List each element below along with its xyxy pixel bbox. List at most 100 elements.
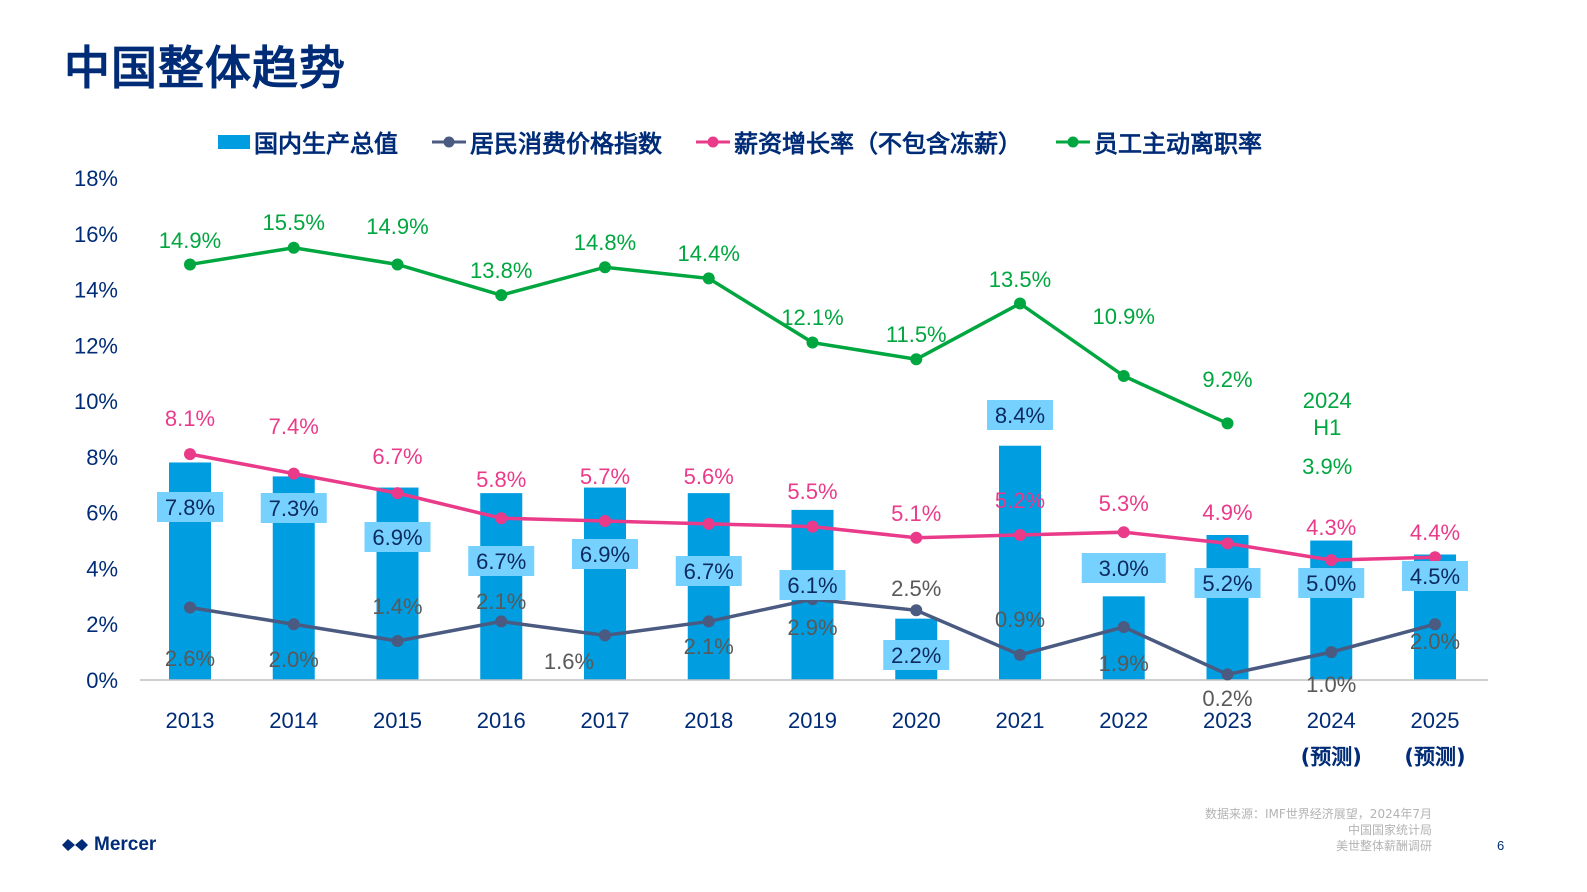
x-tick-label: 2020 xyxy=(892,708,941,733)
turnover-point xyxy=(910,353,923,366)
cpi-point xyxy=(391,634,404,647)
x-tick-label: 2019 xyxy=(788,708,837,733)
turnover-data-label: 14.4% xyxy=(678,241,740,266)
gdp-data-label: 6.7% xyxy=(684,559,734,584)
cpi-point xyxy=(287,618,300,631)
gdp-data-label: 3.0% xyxy=(1099,556,1149,581)
gdp-bar xyxy=(1102,596,1145,680)
wage-data-label: 5.5% xyxy=(787,479,837,504)
cpi-data-label: 2.5% xyxy=(891,576,941,601)
wage-data-label: 5.1% xyxy=(891,501,941,526)
x-tick-sublabel: (预测) xyxy=(1404,745,1465,769)
turnover-data-label: 14.9% xyxy=(159,228,221,253)
cpi-point xyxy=(599,629,611,642)
wage-data-label: 6.7% xyxy=(372,444,422,469)
y-tick-label: 12% xyxy=(74,333,118,358)
wage-data-label: 4.4% xyxy=(1410,520,1460,545)
x-tick-label: 2023 xyxy=(1203,708,1252,733)
turnover-point xyxy=(1117,370,1130,383)
wage-point xyxy=(1221,537,1234,550)
turnover-data-label: 9.2% xyxy=(1202,367,1252,392)
y-tick-label: 8% xyxy=(86,445,118,470)
wage-data-label: 5.8% xyxy=(476,467,526,492)
x-tick-label: 2015 xyxy=(373,708,422,733)
turnover-point xyxy=(287,241,300,254)
x-tick-label: 2017 xyxy=(581,708,630,733)
turnover-point xyxy=(806,336,819,349)
wage-data-label: 5.3% xyxy=(1099,491,1149,516)
gdp-data-label: 2.2% xyxy=(891,643,941,668)
y-tick-label: 2% xyxy=(86,612,118,637)
turnover-point xyxy=(1221,417,1234,430)
source-line: 美世整体薪酬调研 xyxy=(1335,839,1432,853)
source-line: 中国国家统计局 xyxy=(1347,823,1432,837)
turnover-data-label: 14.8% xyxy=(574,230,636,255)
turnover-point xyxy=(184,258,196,271)
legend-swatch-line xyxy=(432,136,466,147)
x-tick-label: 2024 xyxy=(1307,708,1356,733)
wage-point xyxy=(806,520,819,533)
cpi-point xyxy=(1429,618,1441,631)
wage-point xyxy=(910,531,923,544)
x-tick-label: 2021 xyxy=(996,708,1045,733)
gdp-label-box xyxy=(675,556,742,586)
legend-label: 员工主动离职率 xyxy=(1094,130,1262,158)
cpi-data-label: 2.9% xyxy=(787,615,837,640)
x-tick-label: 2018 xyxy=(684,708,733,733)
turnover-point xyxy=(391,258,404,271)
cpi-data-label: 0.2% xyxy=(1202,686,1252,711)
wage-data-label: 4.9% xyxy=(1202,500,1252,525)
gdp-data-label: 5.2% xyxy=(1202,571,1252,596)
x-tick-label: 2014 xyxy=(269,708,318,733)
wage-point xyxy=(1014,528,1026,541)
y-tick-label: 4% xyxy=(86,556,118,581)
gdp-bar xyxy=(999,445,1041,680)
cpi-data-label: 2.0% xyxy=(1410,629,1460,654)
legend-swatch-bar xyxy=(218,134,250,149)
cpi-point xyxy=(184,601,196,614)
chart-legend: 国内生产总值 居民消费价格指数 薪资增长率（不包含冻薪） 员工主动离职率 xyxy=(218,124,1262,159)
mercer-logo: Mercer xyxy=(62,834,156,856)
gdp-label-box xyxy=(779,570,846,600)
gdp-label-box xyxy=(1081,553,1166,583)
cpi-point xyxy=(1014,648,1026,661)
turnover-data-label: 13.5% xyxy=(989,267,1051,292)
turnover-data-label: 15.5% xyxy=(263,210,325,235)
gdp-label-box xyxy=(468,546,535,576)
legend-swatch-line xyxy=(1056,136,1090,147)
gdp-label-box xyxy=(987,400,1053,430)
legend-label: 国内生产总值 xyxy=(254,130,398,158)
y-tick-label: 18% xyxy=(74,166,118,191)
annotation-value-label: 3.9% xyxy=(1302,454,1352,479)
annotation-text: 2024 xyxy=(1303,388,1352,413)
wage-point xyxy=(1429,551,1441,564)
gdp-data-label: 7.8% xyxy=(165,495,215,520)
wage-data-label: 5.6% xyxy=(684,464,734,489)
gdp-label-box xyxy=(364,522,431,552)
gdp-bar xyxy=(480,493,523,680)
wage-point xyxy=(1117,526,1130,539)
y-tick-label: 14% xyxy=(74,278,118,303)
cpi-point xyxy=(495,615,508,628)
gdp-data-label: 6.9% xyxy=(372,525,422,550)
gdp-label-box xyxy=(260,493,327,523)
gdp-data-label: 4.5% xyxy=(1410,564,1460,589)
cpi-data-label: 2.1% xyxy=(476,589,526,614)
wage-data-label: 7.4% xyxy=(269,414,319,439)
legend-label: 居民消费价格指数 xyxy=(470,130,662,158)
x-tick-label: 2025 xyxy=(1411,708,1460,733)
source-line: 数据来源：IMF世界经济展望，2024年7月 xyxy=(1205,807,1432,821)
y-tick-label: 16% xyxy=(74,222,118,247)
turnover-point xyxy=(495,289,508,302)
y-tick-label: 10% xyxy=(74,389,118,414)
wage-point xyxy=(599,515,611,528)
cpi-point xyxy=(1221,668,1234,681)
gdp-bar xyxy=(376,487,419,680)
gdp-data-label: 6.1% xyxy=(787,573,837,598)
turnover-point xyxy=(599,261,611,274)
source-note: 数据来源：IMF世界经济展望，2024年7月 中国国家统计局 美世整体薪酬调研 xyxy=(1205,806,1432,854)
gdp-label-box xyxy=(1194,568,1261,598)
gdp-data-label: 5.0% xyxy=(1306,571,1356,596)
